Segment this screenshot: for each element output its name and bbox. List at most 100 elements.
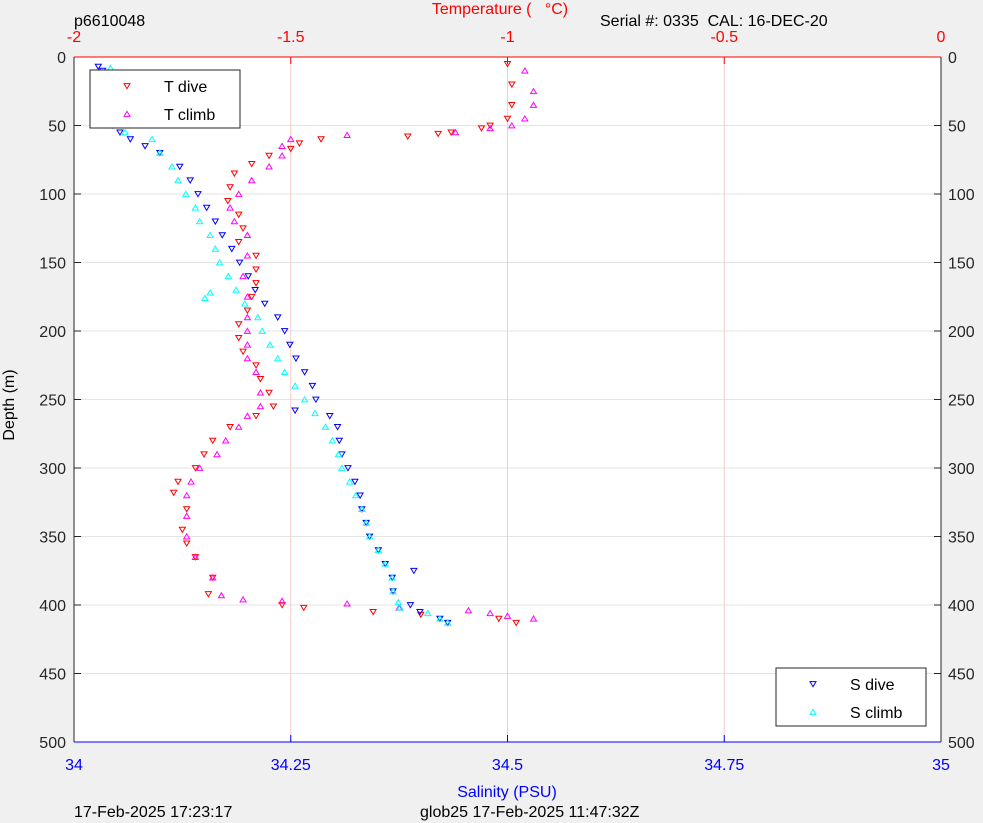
point [243, 354, 252, 362]
point [292, 355, 300, 363]
y-tick-label-right: 300 [948, 461, 975, 478]
point [273, 314, 282, 321]
point [247, 176, 256, 184]
point [278, 602, 286, 609]
y-tick-label: 350 [39, 530, 66, 547]
point [374, 546, 383, 554]
point [121, 128, 130, 136]
point [204, 591, 213, 598]
y-tick-label: 500 [39, 735, 66, 752]
chart-subtitle: Serial #: 0335 CAL: 16-DEC-20 [600, 13, 828, 30]
point [252, 362, 260, 369]
point [260, 300, 269, 308]
y-tick-label-right: 50 [948, 119, 966, 136]
point [265, 162, 273, 170]
x2-tick-label: -2 [67, 29, 81, 46]
point [278, 151, 286, 159]
point [206, 231, 214, 238]
y-tick-label-right: 500 [948, 735, 975, 752]
point [148, 135, 156, 143]
point [280, 328, 289, 335]
point [178, 526, 187, 534]
point [175, 163, 184, 171]
point [174, 478, 182, 486]
y-tick-label-right: 100 [948, 187, 975, 204]
y-tick-label-right: 200 [948, 324, 975, 341]
point [351, 478, 359, 486]
point [335, 437, 344, 445]
point [295, 140, 304, 147]
point [195, 464, 204, 471]
point [312, 396, 320, 404]
x-axis-label: Salinity (PSU) [457, 784, 557, 801]
chart-title: p6610048 [74, 13, 145, 30]
point [253, 313, 262, 321]
point [211, 245, 220, 252]
legend-marker [123, 110, 131, 117]
point [181, 190, 190, 197]
point [182, 506, 191, 513]
legend-label: T climb [164, 107, 215, 124]
point [388, 573, 397, 581]
x-tick-label: 35 [932, 757, 950, 774]
point [344, 465, 352, 472]
y-tick-label: 150 [39, 256, 66, 273]
point [447, 129, 456, 137]
point [202, 204, 211, 212]
y-tick-label-right: 450 [948, 667, 975, 684]
point [191, 204, 200, 211]
point [503, 60, 512, 68]
legend-label: S climb [850, 705, 903, 722]
point [356, 492, 364, 500]
point [243, 327, 252, 334]
point [191, 465, 200, 472]
point [226, 184, 234, 191]
point [256, 388, 265, 396]
point [286, 341, 294, 349]
point [345, 478, 354, 485]
y-tick-label: 100 [39, 187, 66, 204]
x2-tick-label: -0.5 [710, 29, 738, 46]
point [300, 395, 309, 403]
point [252, 368, 260, 375]
point [234, 190, 243, 197]
legend-marker [809, 681, 817, 688]
point [291, 382, 299, 389]
point [252, 280, 260, 287]
point [215, 258, 224, 266]
point [208, 573, 217, 581]
y-tick-label-right: 400 [948, 598, 975, 615]
point [369, 608, 377, 616]
point [94, 63, 103, 71]
point [243, 341, 252, 348]
point [244, 273, 253, 280]
y-tick-label-right: 0 [948, 50, 957, 67]
point [182, 491, 191, 499]
point [243, 412, 252, 419]
x-tick-label: 34.75 [704, 757, 744, 774]
point [308, 382, 317, 390]
point [451, 128, 460, 136]
point [217, 591, 226, 599]
point [258, 327, 267, 334]
point [362, 519, 371, 526]
point [141, 143, 149, 150]
point [247, 160, 256, 168]
point [503, 612, 512, 619]
point [269, 403, 278, 411]
point [168, 162, 176, 170]
point [299, 604, 308, 612]
point [291, 407, 299, 415]
legend-label: S dive [850, 677, 895, 694]
point [333, 424, 342, 431]
x-tick-label: 34 [65, 757, 83, 774]
legend-label: T dive [164, 79, 207, 96]
y-tick-label: 50 [48, 119, 66, 136]
point [232, 286, 241, 293]
point [389, 587, 397, 595]
point [226, 204, 234, 211]
legend-box [775, 667, 927, 727]
point [278, 597, 286, 604]
point [494, 615, 503, 623]
